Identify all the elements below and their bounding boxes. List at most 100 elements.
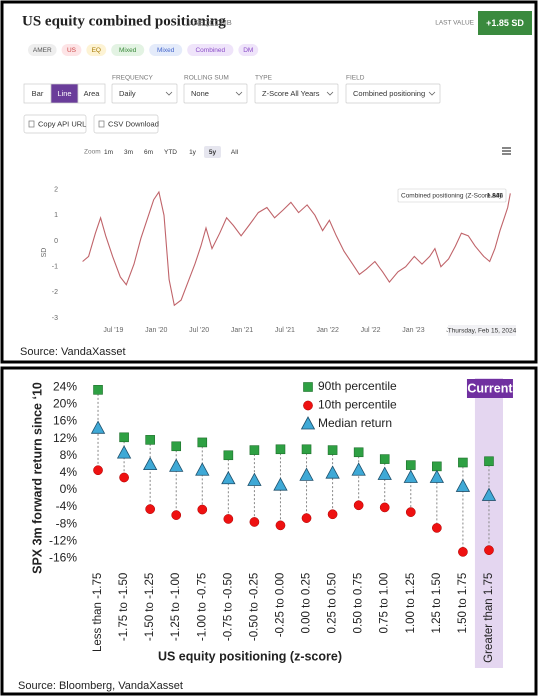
x-tick-label: -1.75 to -1.50 (118, 573, 130, 641)
y-tick-label: 0% (60, 482, 78, 496)
marker-circle (405, 507, 416, 517)
marker-circle (327, 509, 338, 520)
chart-type-label[interactable]: Bar (32, 89, 44, 98)
y-tick-label: 0 (54, 238, 58, 245)
zoom-selected-bg (204, 146, 221, 158)
marker-triangle (221, 470, 236, 485)
zoom-option[interactable]: All (231, 149, 239, 156)
x-tick-label: Jan '23 (402, 327, 424, 334)
dropdown[interactable] (345, 83, 441, 104)
action-button-label[interactable]: Copy API URL (38, 119, 86, 128)
zoom-option[interactable]: 3m (124, 149, 133, 156)
tooltip-box (397, 188, 507, 203)
marker-circle (431, 523, 442, 533)
y-tick-label: 2 (54, 186, 58, 193)
marker-circle (458, 547, 468, 557)
chart-type-button[interactable] (77, 83, 106, 104)
marker-square (93, 385, 103, 395)
marker-square (223, 450, 234, 461)
x-tick-label: -1.00 to -0.75 (196, 573, 208, 641)
top-panel (0, 0, 538, 364)
marker-triangle (325, 465, 340, 479)
zoom-option[interactable]: 6m (144, 149, 153, 156)
marker-square (327, 445, 338, 455)
legend-label: 90th percentile (318, 379, 397, 393)
action-button[interactable] (93, 114, 159, 134)
marker-square (301, 444, 312, 455)
y-tick-label: -2 (52, 289, 58, 296)
marker-circle (301, 513, 312, 523)
marker-square (484, 456, 494, 467)
dropdown-value[interactable]: None (191, 89, 209, 98)
x-tick-label: -1.50 to -1.25 (144, 573, 156, 641)
x-tick-label: Jul '21 (275, 327, 295, 334)
x-tick-label: Less than -1.75 (92, 573, 104, 652)
y-tick-label: 1 (54, 212, 58, 219)
marker-circle (119, 472, 129, 483)
y-tick-label: 24% (53, 379, 77, 393)
tag-label[interactable]: EQ (92, 47, 101, 54)
dropdown[interactable] (183, 83, 248, 104)
x-tick-label: Jul '22 (361, 327, 381, 334)
tag-pill[interactable] (61, 44, 82, 56)
marker-square (379, 454, 390, 464)
tag-pill[interactable] (187, 44, 234, 56)
marker-triangle (273, 477, 288, 491)
zoom-option[interactable]: 1y (189, 149, 197, 156)
tag-pill[interactable] (149, 44, 183, 56)
tag-label[interactable]: Mixed (119, 47, 137, 54)
tag-pill[interactable] (86, 44, 107, 56)
x-tick-label: Jul '19 (103, 327, 123, 334)
tag-pill[interactable] (28, 44, 57, 56)
marker-triangle (142, 456, 158, 471)
y-tick-label: -3 (52, 315, 58, 322)
dropdown-value[interactable]: Combined positioning (353, 89, 425, 98)
chart-type-label[interactable]: Line (57, 89, 71, 98)
marker-triangle (377, 466, 392, 480)
tag-label[interactable]: Mixed (157, 47, 175, 54)
highlight-label-box (466, 379, 513, 398)
zoom-option[interactable]: 5y (209, 149, 217, 156)
tag-label[interactable]: Combined (195, 47, 225, 54)
marker-circle (93, 465, 103, 476)
button-icon (28, 120, 35, 128)
marker-circle (197, 504, 208, 515)
tag-pill[interactable] (111, 44, 145, 56)
marker-square (145, 435, 155, 445)
marker-square (353, 447, 364, 458)
action-button-label[interactable]: CSV Download (108, 119, 159, 128)
x-tick-label: Greater than 1.75 (483, 573, 495, 663)
y-axis-title: SD (41, 248, 48, 258)
dropdown-chevron (165, 91, 173, 96)
tooltip-label: Combined positioning (Z-Score All): (401, 193, 503, 200)
marker-circle (171, 510, 182, 520)
x-tick-label: 0.00 to 0.25 (301, 573, 313, 634)
marker-circle (353, 500, 364, 511)
x-tick-label: -0.75 to -0.50 (222, 573, 234, 641)
x-tick-label: 0.50 to 0.75 (353, 573, 365, 634)
dropdown[interactable] (111, 83, 178, 104)
zoom-option[interactable]: 1m (104, 149, 113, 156)
marker-square (197, 437, 208, 448)
action-button[interactable] (23, 114, 87, 134)
y-tick-label: 20% (53, 397, 77, 411)
zoom-option[interactable]: YTD (164, 149, 177, 156)
marker-triangle (299, 467, 314, 481)
source: Source: Bloomberg, VandaXasset (18, 680, 183, 692)
tag-pill[interactable] (238, 44, 259, 56)
marker-triangle (455, 478, 471, 492)
dropdown-value[interactable]: Z-Score All Years (262, 89, 320, 98)
x-tick-label: 1.00 to 1.25 (405, 573, 417, 634)
tag-label[interactable]: DM (243, 47, 253, 54)
chart-type-label[interactable]: Area (84, 89, 101, 98)
dropdown-value[interactable]: Daily (119, 89, 136, 98)
marker-triangle (90, 420, 106, 434)
marker-square (432, 461, 442, 472)
button-icon (98, 120, 105, 128)
tag-label[interactable]: AMER (33, 47, 52, 54)
tag-label[interactable]: US (67, 47, 77, 54)
dropdown[interactable] (254, 83, 339, 104)
x-tick-label: 1.25 to 1.50 (431, 573, 443, 634)
hover-x-box (448, 325, 516, 336)
